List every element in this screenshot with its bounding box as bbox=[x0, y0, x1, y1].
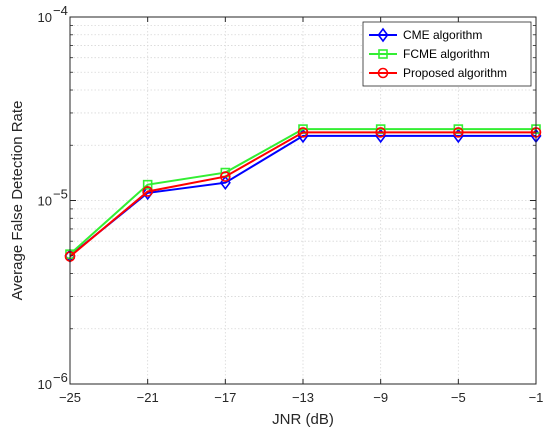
y-tick-exponent: −4 bbox=[53, 3, 68, 18]
legend-marker bbox=[378, 49, 388, 59]
legend-item: CME algorithm bbox=[369, 27, 482, 43]
y-tick-label: 10 bbox=[38, 194, 52, 209]
data-point bbox=[142, 179, 153, 190]
legend-label: CME algorithm bbox=[403, 28, 482, 42]
y-axis-label: Average False Detection Rate bbox=[9, 101, 26, 301]
data-point bbox=[375, 127, 386, 138]
legend-item: FCME algorithm bbox=[369, 47, 490, 61]
legend-marker bbox=[377, 67, 389, 79]
x-axis-label: JNR (dB) bbox=[272, 411, 334, 428]
legend-label: FCME algorithm bbox=[403, 47, 490, 61]
series-line bbox=[69, 134, 536, 257]
legend-label: Proposed algorithm bbox=[403, 66, 507, 80]
y-tick-label: 10 bbox=[38, 377, 52, 392]
x-tick-label: −21 bbox=[137, 390, 159, 405]
axis-ticks: −25 −21 −17 −13 −9 −5 −110−610−510−4 bbox=[38, 3, 544, 405]
data-point bbox=[220, 171, 231, 182]
y-tick-label: 10 bbox=[38, 10, 52, 25]
legend: CME algorithm FCME algorithm Proposed algo… bbox=[362, 21, 532, 87]
x-tick-label: −17 bbox=[214, 390, 236, 405]
series-lines bbox=[64, 124, 542, 264]
series-line bbox=[69, 131, 536, 258]
grid bbox=[70, 17, 536, 384]
data-point bbox=[142, 186, 153, 197]
y-tick-exponent: −6 bbox=[53, 370, 68, 385]
x-tick-label: −13 bbox=[292, 390, 314, 405]
x-tick-label: −5 bbox=[451, 390, 466, 405]
series-line bbox=[69, 128, 536, 255]
x-tick-label: −1 bbox=[529, 390, 544, 405]
data-point bbox=[453, 127, 464, 138]
x-tick-label: −9 bbox=[373, 390, 388, 405]
legend-item: Proposed algorithm bbox=[369, 66, 507, 80]
legend-marker bbox=[377, 27, 389, 43]
data-point bbox=[297, 127, 309, 138]
x-tick-label: −25 bbox=[59, 390, 81, 405]
y-tick-exponent: −5 bbox=[53, 187, 68, 202]
